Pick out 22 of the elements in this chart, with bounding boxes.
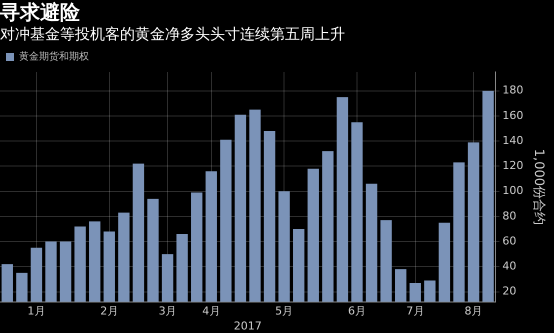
y-tick-label: 40 (502, 260, 516, 272)
legend-label: 黄金期货和期权 (19, 50, 89, 63)
x-tick-label: 3月 (158, 304, 177, 318)
y-axis-title: 1,000份合约 (530, 148, 546, 226)
y-tick-label: 60 (502, 234, 516, 248)
text: 2017 (234, 319, 262, 332)
y-tick-label: 80 (502, 209, 516, 222)
x-tick-label: 1月 (27, 304, 46, 318)
chart-title: 寻求避险 (0, 0, 81, 24)
y-tick-label: 140 (502, 134, 524, 147)
x-tick-label: 5月 (275, 304, 294, 318)
x-tick-label: 6月 (348, 304, 366, 318)
chart-subtitle: 对冲基金等投机客的黄金净多头头寸连续第五周上升 (0, 24, 345, 43)
x-tick-label: 7月 (406, 304, 424, 318)
y-tick-label: 120 (502, 159, 524, 172)
x-tick-label: 8月 (464, 304, 483, 318)
y-tick-label: 160 (502, 108, 524, 122)
y-tick-label: 180 (502, 84, 524, 97)
y-tick-label: 20 (502, 284, 516, 298)
x-tick-label: 2月 (100, 304, 118, 318)
x-tick-label: 4月 (202, 304, 220, 318)
y-tick-label: 100 (502, 184, 524, 198)
